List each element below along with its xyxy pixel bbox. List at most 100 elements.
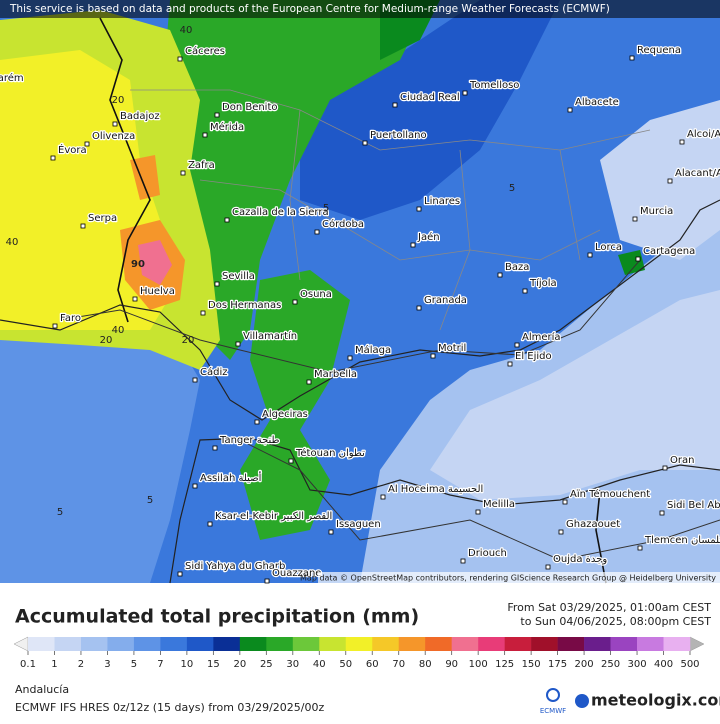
city-label: Santarém [0,72,24,84]
pink-precip [138,240,172,285]
city-dot [392,102,398,108]
city-dot [112,121,118,127]
city-dot [180,170,186,176]
city-dot [192,377,198,383]
city-dot [632,216,638,222]
colorbar-tick-label: 25 [260,659,273,670]
city-label: Cádiz [200,366,228,378]
colorbar-tick-label: 150 [522,659,541,670]
model: ECMWF IFS HRES 0z/12z (15 days) from 03/… [15,701,325,714]
city-label: Cazalla de la Sierra [232,207,329,218]
city-dot [659,510,665,516]
colorbar-cell [637,637,664,651]
city-label: Ciudad Real [400,92,460,103]
contour-label: 20 [182,335,195,346]
contour-label: 40 [180,25,193,36]
colorbar: 0.1 1 2 3 5 7 10 15 20 25 30 40 50 60 70 80 90 100 125 150 1… [13,636,705,670]
city-dot [224,217,230,223]
city-dot [52,323,58,329]
city-dot [200,310,206,316]
city-label: Cartagena [643,246,695,257]
city-dot [292,299,298,305]
colorbar-tick-label: 30 [286,659,299,670]
colorbar-cell [372,637,400,651]
city-label: Zafra [188,160,215,171]
city-label: Villamartín [243,330,297,342]
colorbar-cell [292,637,320,651]
city-label: Motril [438,343,466,354]
city-label: Tomelloso [469,80,519,91]
colorbar-cell [80,637,108,651]
city-label: Sidi Yahya du Gharb [185,561,285,572]
city-label: Aïn Témouchent [570,488,650,500]
city-dot [558,529,564,535]
colorbar-tick-label: 10 [181,659,194,670]
city-label: Almería [522,331,561,343]
coastline [0,199,720,584]
city-label: Lorca [595,242,622,253]
city-label: Don Benito [222,102,278,113]
colorbar-tick-label: 100 [469,659,488,670]
colorbar-cell [160,637,188,651]
colorbar-tick-label: 7 [157,659,163,670]
colorbar-tick-label: 50 [339,659,352,670]
city-label: Oujda وجدة [553,554,607,565]
city-label: Alacant/Alicante [675,168,720,179]
colorbar-cell [266,637,294,651]
city-dot [328,529,334,535]
city-label: Granada [424,295,467,306]
colorbar-cell [345,637,373,651]
city-label: Ghazaouet [566,519,620,530]
atlantic-precip [0,310,200,583]
region: Andalucía [15,683,69,696]
colorbar-tick-label: 3 [104,659,110,670]
city-label: Driouch [468,548,507,559]
city-dot [306,379,312,385]
colorbar-cell [28,637,55,651]
period-from: From Sat 03/29/2025, 01:00am CEST [507,601,711,614]
city-dot [587,252,593,258]
contour-label: 40 [112,325,125,336]
colorbar-cell [213,637,241,651]
city-label: Baza [505,262,529,273]
city-label: Assilah أصيلة [200,471,262,484]
city-dot [254,419,260,425]
city-label: Requena [637,45,681,56]
city-label: Málaga [355,344,391,356]
city-dot [264,578,270,584]
city-label: Alcoi/Alcoy [687,129,720,140]
city-dot [80,223,86,229]
city-dot [132,296,138,302]
city-label: Puertollano [370,130,427,141]
city-dot [460,558,466,564]
colorbar-cell [133,637,161,651]
city-label: Albacete [575,97,619,108]
colorbar-cell [584,637,611,651]
orange-precip-2 [130,155,160,200]
city-label: Sidi Bel Abbès [667,499,720,511]
attribution: Map data © OpenStreetMap contributors, r… [300,574,716,583]
city-dot [50,155,56,161]
city-label: Linares [424,196,460,207]
city-label: Melilla [483,499,515,510]
colorbar-cell [398,637,426,651]
colorbar-under [13,636,29,652]
city-label: Dos Hermanas [208,300,281,311]
city-dot [562,499,568,505]
city-dot [514,342,520,348]
contour-label: 5 [323,203,329,214]
city-dot [235,341,241,347]
city-dot [84,141,90,147]
city-label: Murcia [640,206,673,217]
city-label: Al Hoceima الحسيمة [388,484,483,495]
banner-bg [0,0,720,18]
colorbar-cell [319,637,347,651]
map: Cáceres Badajoz Olivenza Mérida Don Benito Ci… [0,0,720,584]
colorbar-cell [610,637,638,651]
light-precip-east [600,100,720,260]
city-label: Cáceres [185,45,225,57]
brand: meteologix.com [591,691,720,710]
city-dot [416,206,422,212]
